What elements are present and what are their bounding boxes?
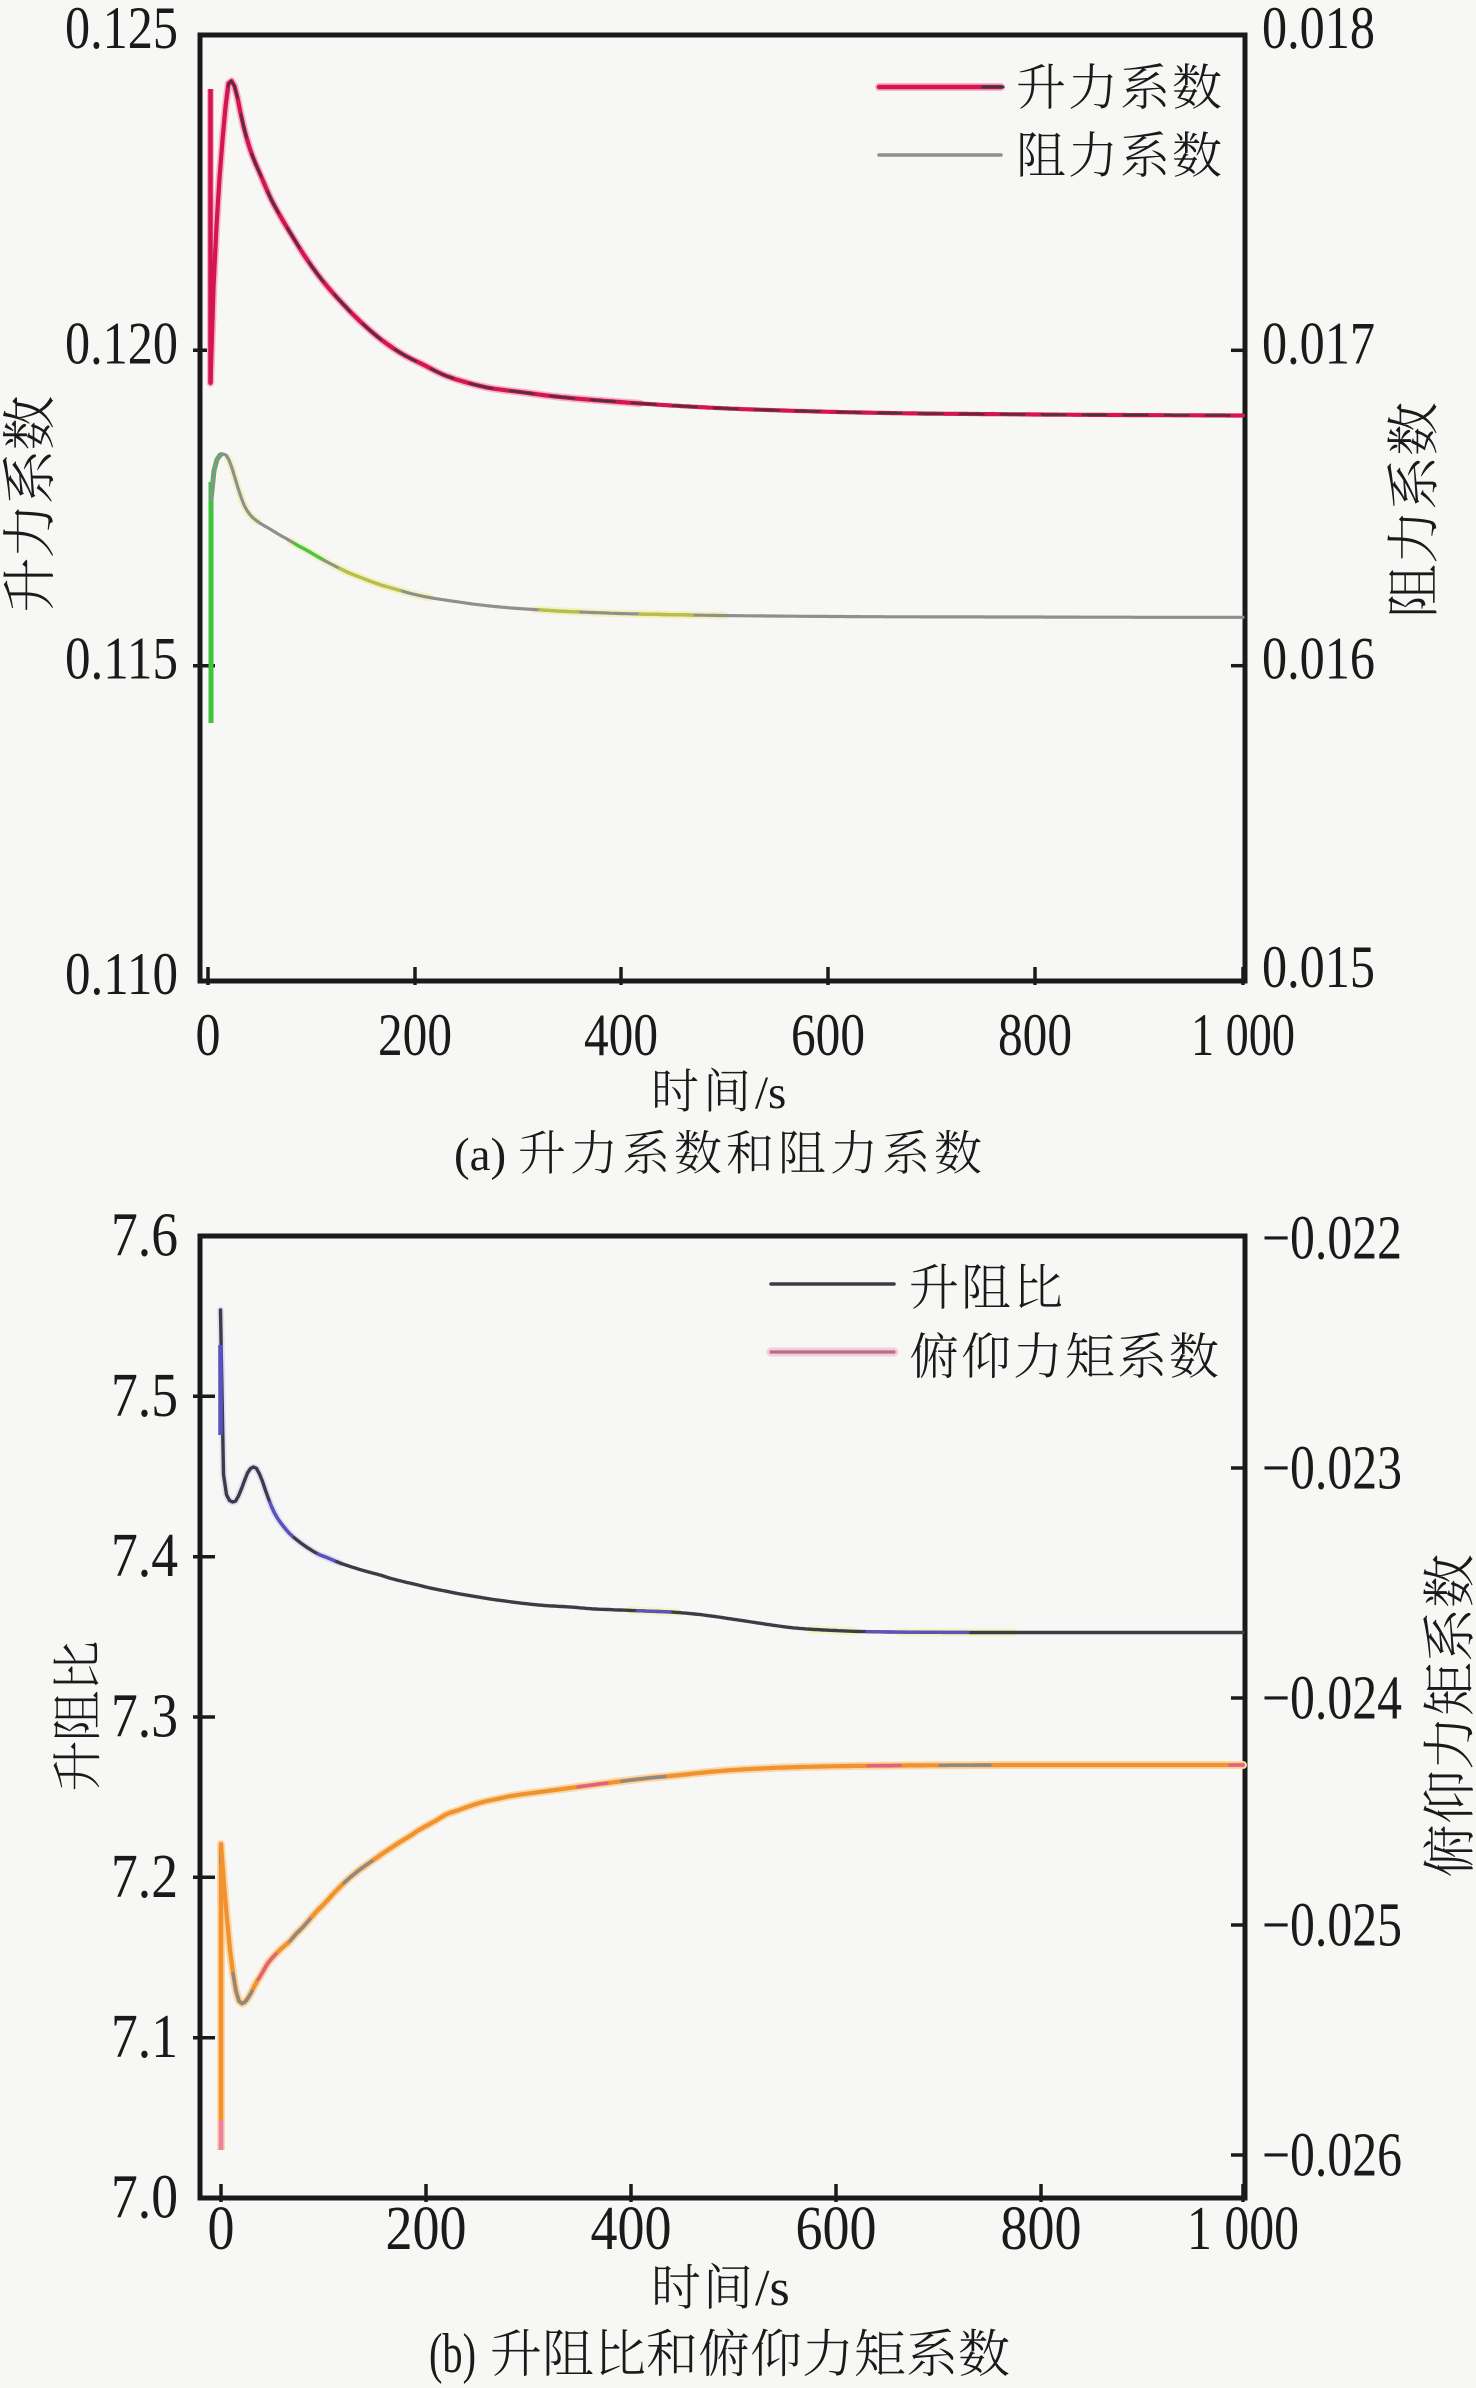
svg-text:−0.023: −0.023 bbox=[1262, 1435, 1402, 1503]
svg-text:0.018: 0.018 bbox=[1262, 0, 1375, 61]
svg-text:−0.026: −0.026 bbox=[1262, 2122, 1402, 2190]
svg-text:800: 800 bbox=[1001, 2195, 1082, 2263]
svg-text:(a): (a) bbox=[454, 1129, 506, 1181]
svg-text:800: 800 bbox=[998, 1002, 1072, 1068]
svg-text:7.4: 7.4 bbox=[111, 1522, 178, 1590]
svg-text:/s: /s bbox=[755, 1067, 786, 1119]
svg-text:0.125: 0.125 bbox=[65, 0, 178, 61]
svg-text:400: 400 bbox=[584, 1002, 658, 1068]
svg-text:200: 200 bbox=[386, 2195, 467, 2263]
svg-text:0.016: 0.016 bbox=[1262, 626, 1375, 692]
svg-text:1 000: 1 000 bbox=[1191, 1002, 1295, 1068]
svg-text:−0.024: −0.024 bbox=[1262, 1665, 1402, 1733]
svg-text:−0.025: −0.025 bbox=[1262, 1892, 1402, 1960]
svg-text:(b): (b) bbox=[429, 2323, 476, 2385]
svg-text:7.5: 7.5 bbox=[111, 1362, 178, 1430]
svg-text:1 000: 1 000 bbox=[1187, 2195, 1299, 2263]
svg-text:0.017: 0.017 bbox=[1262, 310, 1375, 376]
svg-text:7.0: 7.0 bbox=[111, 2164, 178, 2232]
svg-text:0.015: 0.015 bbox=[1262, 934, 1375, 1000]
svg-text:7.3: 7.3 bbox=[111, 1683, 178, 1751]
svg-text:0.115: 0.115 bbox=[65, 626, 178, 692]
svg-text:/s: /s bbox=[755, 2260, 790, 2317]
svg-text:0: 0 bbox=[196, 1002, 221, 1068]
svg-text:0: 0 bbox=[208, 2195, 235, 2263]
svg-text:7.1: 7.1 bbox=[111, 2003, 178, 2071]
svg-text:400: 400 bbox=[591, 2195, 672, 2263]
svg-text:0.120: 0.120 bbox=[65, 310, 178, 376]
svg-text:7.6: 7.6 bbox=[111, 1202, 178, 1270]
svg-text:200: 200 bbox=[378, 1002, 452, 1068]
svg-text:600: 600 bbox=[791, 1002, 865, 1068]
svg-text:7.2: 7.2 bbox=[111, 1843, 178, 1911]
svg-text:0.110: 0.110 bbox=[65, 941, 178, 1007]
svg-text:−0.022: −0.022 bbox=[1262, 1205, 1402, 1273]
svg-text:600: 600 bbox=[796, 2195, 877, 2263]
